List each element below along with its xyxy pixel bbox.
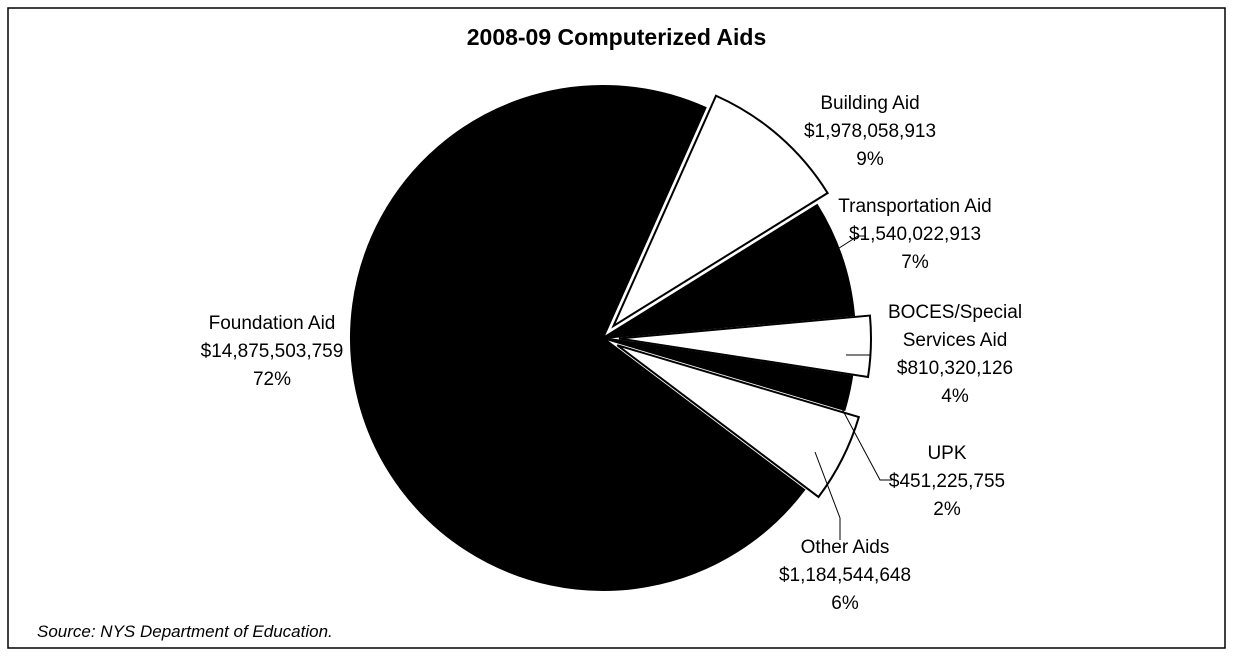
- slice-value: $1,540,022,913: [848, 224, 982, 245]
- slice-label: Transportation Aid $1,540,022,913 7%: [815, 193, 1015, 277]
- slice-label: UPK $451,225,755 2%: [847, 440, 1047, 524]
- pie-slice: [611, 94, 829, 329]
- slice-percent: 2%: [933, 499, 961, 520]
- slice-value: $810,320,126: [896, 358, 1014, 379]
- slice-value: $14,875,503,759: [200, 341, 344, 362]
- slice-name: Transportation Aid: [838, 196, 992, 217]
- chart-title: 2008-09 Computerized Aids: [466, 24, 767, 50]
- pie-slice: [616, 344, 861, 499]
- leader-line: [814, 451, 841, 540]
- slice-percent: 72%: [252, 369, 292, 390]
- pie-slice: [618, 314, 872, 379]
- slice-label: Foundation Aid $14,875,503,759 72%: [172, 310, 372, 394]
- slice-percent: 4%: [941, 386, 969, 407]
- leader-line: [835, 235, 866, 251]
- slice-percent: 9%: [856, 149, 884, 170]
- slice-name: Foundation Aid: [208, 313, 336, 334]
- source-note: Source: NYS Department of Education.: [37, 622, 333, 641]
- pie-slice: [350, 85, 806, 591]
- pie-slice: [602, 337, 854, 412]
- slice-label: Building Aid $1,978,058,913 9%: [770, 90, 970, 174]
- slice-name: UPK: [927, 443, 967, 464]
- pie: [350, 85, 872, 591]
- slice-name: Building Aid: [820, 93, 920, 114]
- pie-slice: [602, 203, 856, 339]
- leader-line: [832, 391, 892, 481]
- slice-value: $451,225,755: [888, 471, 1006, 492]
- slice-percent: 7%: [901, 252, 929, 273]
- slice-name: BOCES/Special Services Aid: [887, 302, 1023, 351]
- slice-label: BOCES/Special Services Aid $810,320,126 4%: [870, 299, 1040, 411]
- slice-name: Other Aids: [800, 537, 890, 558]
- slice-value: $1,978,058,913: [803, 121, 937, 142]
- slice-value: $1,184,544,648: [778, 565, 912, 586]
- slice-label: Other Aids $1,184,544,648 6%: [745, 534, 945, 618]
- slice-percent: 6%: [831, 593, 859, 614]
